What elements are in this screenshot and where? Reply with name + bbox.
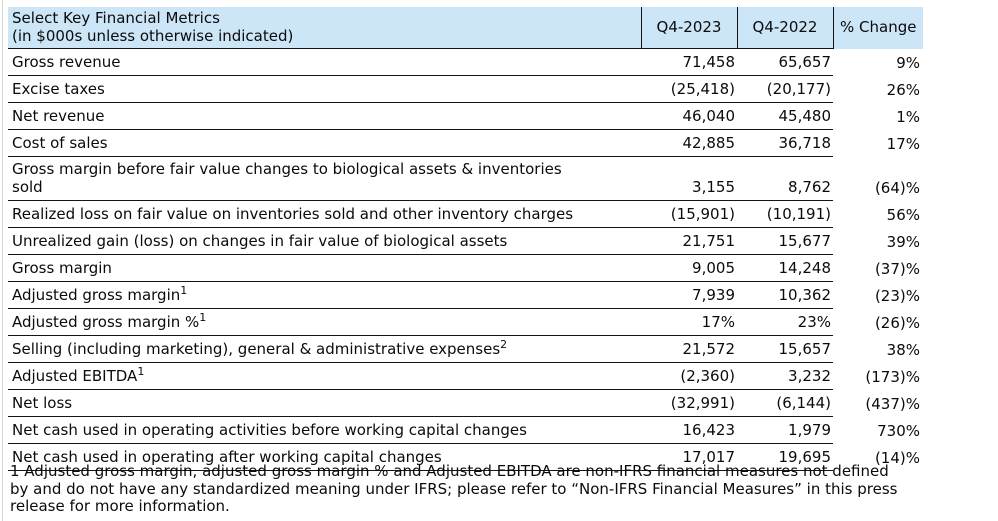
q4-2022-value: 65,657: [737, 48, 833, 76]
pct-change-value: 17%: [886, 134, 920, 153]
pct-change-value: 26%: [886, 80, 920, 99]
q4-2023-value: 21,751: [641, 227, 737, 255]
table-row: Net revenue 46,040 45,480 1%: [8, 102, 923, 130]
q4-2023-value: (15,901): [641, 200, 737, 228]
q4-2022-value: 23%: [737, 308, 833, 336]
metric-label: Net cash used in operating after working…: [8, 443, 641, 471]
pct-change-value: 39%: [886, 232, 920, 251]
table-row: Adjusted gross margin1 7,939 10,362 (23)%: [8, 281, 923, 309]
q4-2023-value: (2,360): [641, 362, 737, 390]
q4-2023-value: 3,155: [641, 156, 737, 201]
table-row: Excise taxes (25,418) (20,177) 26%: [8, 75, 923, 103]
pct-change-value: 38%: [886, 340, 920, 359]
footnote-marker: 2: [500, 338, 508, 351]
pct-change-value: 1%: [896, 107, 920, 126]
q4-2022-value: 10,362: [737, 281, 833, 309]
q4-2023-value: 17%: [641, 308, 737, 336]
q4-2023-value: 21,572: [641, 335, 737, 363]
q4-2022-value: 8,762: [737, 156, 833, 201]
q4-2022-value: (20,177): [737, 75, 833, 103]
metric-label: Cost of sales: [8, 129, 641, 157]
table-row: Unrealized gain (loss) on changes in fai…: [8, 227, 923, 255]
q4-2022-value: (6,144): [737, 389, 833, 417]
q4-2023-value: 42,885: [641, 129, 737, 157]
table-row: Cost of sales 42,885 36,718 17%: [8, 129, 923, 157]
pct-change-value: (14)%: [874, 448, 920, 467]
pct-change-value: 56%: [886, 205, 920, 224]
q4-2022-value: 14,248: [737, 254, 833, 282]
footnote-marker: 1: [199, 311, 207, 324]
q4-2022-value: 1,979: [737, 416, 833, 444]
table-row: Realized loss on fair value on inventori…: [8, 200, 923, 228]
q4-2022-value: 15,657: [737, 335, 833, 363]
metric-label: Realized loss on fair value on inventori…: [8, 200, 641, 228]
pct-change-value: 9%: [896, 53, 920, 72]
q4-2022-value: 3,232: [737, 362, 833, 390]
header-col-q4-2023: Q4-2023: [640, 7, 737, 49]
q4-2023-value: 46,040: [641, 102, 737, 130]
table-row: Net loss (32,991) (6,144) (437)%: [8, 389, 923, 417]
footnote-marker: 1: [180, 284, 188, 297]
metric-label: Adjusted EBITDA1: [8, 362, 641, 390]
metric-label: Net cash used in operating activities be…: [8, 416, 641, 444]
q4-2022-value: 19,695: [737, 443, 833, 471]
q4-2023-value: 16,423: [641, 416, 737, 444]
metric-label: Adjusted gross margin %1: [8, 308, 641, 336]
table-row: Gross margin before fair value changes t…: [8, 156, 923, 201]
header-col-pct-change: % Change: [832, 7, 923, 49]
table-row: Adjusted EBITDA1 (2,360) 3,232 (173)%: [8, 362, 923, 390]
pct-change-value: 730%: [877, 421, 920, 440]
metric-label: Gross margin before fair value changes t…: [8, 156, 641, 201]
page-left-edge-divider: [2, 0, 3, 521]
metric-label: Excise taxes: [8, 75, 641, 103]
metric-label: Gross revenue: [8, 48, 641, 76]
footnote: 1 Adjusted gross margin, adjusted gross …: [10, 462, 898, 515]
metric-label: Selling (including marketing), general &…: [8, 335, 641, 363]
header-metric-title: Select Key Financial Metrics (in $000s u…: [8, 7, 641, 49]
q4-2022-value: 36,718: [737, 129, 833, 157]
q4-2023-value: 71,458: [641, 48, 737, 76]
table-row: Gross margin 9,005 14,248 (37)%: [8, 254, 923, 282]
q4-2022-value: (10,191): [737, 200, 833, 228]
pct-change-value: (37)%: [874, 259, 920, 278]
table-row: Net cash used in operating after working…: [8, 443, 923, 471]
table-body: Gross revenue 71,458 65,657 9% Excise taxes(…: [8, 48, 923, 471]
q4-2022-value: 45,480: [737, 102, 833, 130]
table-row: Selling (including marketing), general &…: [8, 335, 923, 363]
metric-label: Adjusted gross margin1: [8, 281, 641, 309]
table-row: Gross revenue 71,458 65,657 9%: [8, 48, 923, 76]
metric-label: Net revenue: [8, 102, 641, 130]
q4-2023-value: 9,005: [641, 254, 737, 282]
q4-2023-value: (25,418): [641, 75, 737, 103]
metric-label: Gross margin: [8, 254, 641, 282]
q4-2023-value: 17,017: [641, 443, 737, 471]
pct-change-value: (26)%: [874, 313, 920, 332]
metric-label: Unrealized gain (loss) on changes in fai…: [8, 227, 641, 255]
header-title-line1: Select Key Financial Metrics: [12, 9, 220, 27]
q4-2023-value: 7,939: [641, 281, 737, 309]
financial-metrics-table: Select Key Financial Metrics (in $000s u…: [8, 7, 923, 471]
table-row: Net cash used in operating activities be…: [8, 416, 923, 444]
footnote-marker: 1: [137, 365, 145, 378]
header-title-line2: (in $000s unless otherwise indicated): [12, 27, 294, 45]
pct-change-value: (173)%: [865, 367, 920, 386]
pct-change-value: (437)%: [865, 394, 920, 413]
header-col-q4-2022: Q4-2022: [736, 7, 833, 49]
table-header-row: Select Key Financial Metrics (in $000s u…: [8, 7, 923, 49]
q4-2023-value: (32,991): [641, 389, 737, 417]
pct-change-value: (64)%: [874, 178, 920, 197]
pct-change-value: (23)%: [874, 286, 920, 305]
table-row: Adjusted gross margin %1 17% 23% (26)%: [8, 308, 923, 336]
metric-label: Net loss: [8, 389, 641, 417]
q4-2022-value: 15,677: [737, 227, 833, 255]
